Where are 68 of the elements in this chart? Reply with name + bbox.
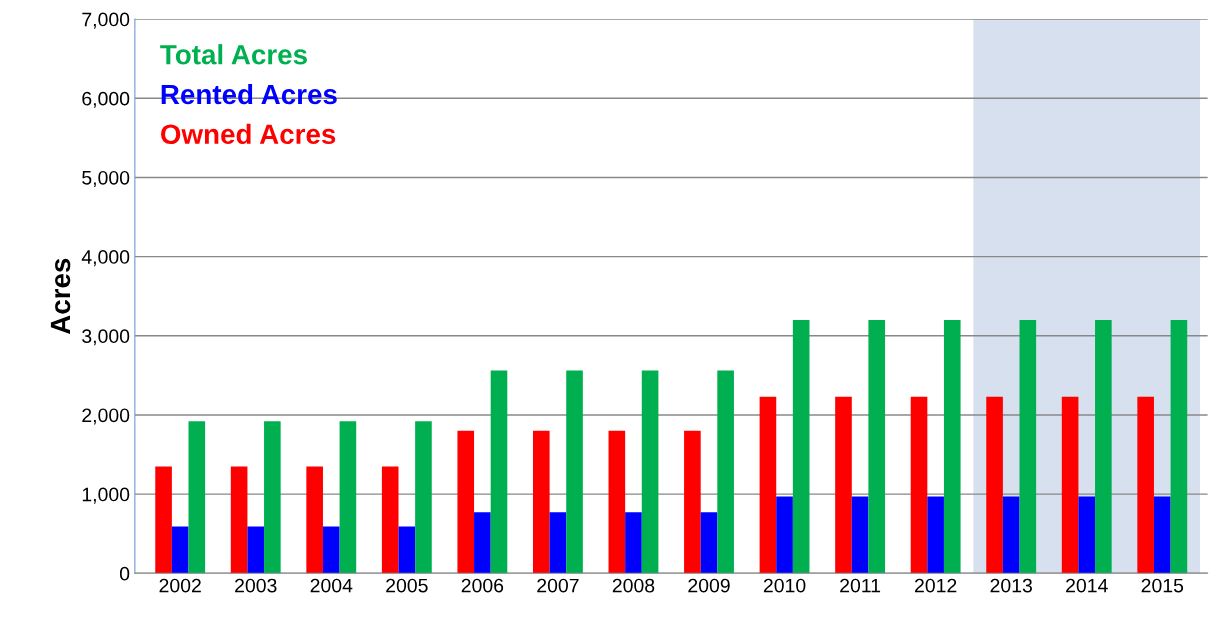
bar — [1002, 496, 1020, 574]
y-tick-label: 0 — [119, 566, 130, 581]
x-tick-label: 2003 — [235, 578, 277, 593]
x-tick-label: 2007 — [537, 578, 579, 593]
bar — [1170, 319, 1188, 574]
bar — [264, 421, 281, 574]
bar — [700, 512, 718, 574]
bar — [306, 466, 323, 574]
bar — [247, 526, 265, 574]
bar — [641, 370, 659, 574]
bar — [1019, 319, 1037, 574]
x-tick-label: 2009 — [688, 578, 730, 593]
bar — [684, 430, 701, 574]
y-tick-label: 5,000 — [82, 170, 130, 187]
bar — [910, 396, 928, 574]
bar — [986, 396, 1003, 574]
bar — [1095, 319, 1112, 574]
y-tick-label: 7,000 — [82, 12, 130, 29]
bar — [549, 512, 567, 574]
x-tick-label: 2012 — [915, 578, 957, 593]
bar — [415, 421, 432, 574]
y-tick-label: 1,000 — [82, 487, 130, 504]
bar — [381, 466, 399, 574]
y-tick-label: 2,000 — [82, 408, 130, 425]
bar — [608, 430, 626, 574]
text: Owned Acres — [161, 123, 336, 145]
text: Rented Acres — [161, 83, 337, 105]
x-tick-label: 2013 — [990, 578, 1032, 593]
bar — [1061, 396, 1079, 574]
bar — [776, 496, 793, 574]
bar — [717, 370, 734, 574]
bar — [398, 526, 416, 574]
bar — [474, 512, 491, 574]
x-tick-label: 2005 — [386, 578, 428, 593]
text: Total Acres — [160, 44, 307, 65]
x-tick-label: 2004 — [310, 578, 353, 593]
bar — [322, 526, 340, 574]
y-tick-label: 6,000 — [82, 91, 130, 108]
bar — [457, 430, 475, 574]
bar — [759, 396, 777, 574]
bar — [171, 526, 189, 574]
bar — [230, 466, 248, 574]
x-tick-label: 2011 — [840, 578, 881, 593]
bar — [851, 496, 869, 574]
bar — [188, 421, 206, 574]
x-tick-label: 2015 — [1141, 578, 1184, 593]
x-tick-label: 2006 — [461, 578, 504, 593]
bar — [792, 319, 810, 574]
bar — [532, 430, 550, 574]
y-tick-label: 4,000 — [81, 250, 130, 267]
y-tick-label: 3,000 — [82, 329, 130, 346]
bar — [1078, 496, 1096, 574]
bar — [927, 496, 944, 574]
bar — [835, 396, 852, 574]
bar — [490, 370, 508, 574]
bar — [1153, 496, 1171, 574]
bar — [625, 512, 642, 574]
x-tick-label: 2014 — [1066, 578, 1108, 593]
x-tick-label: 2008 — [612, 578, 655, 593]
bar — [339, 421, 357, 574]
x-tick-label: 2002 — [159, 578, 201, 593]
bar — [566, 370, 583, 574]
bar — [943, 319, 961, 574]
x-tick-label: 2010 — [763, 578, 806, 593]
bar — [868, 319, 886, 574]
bar — [155, 466, 172, 574]
bar — [1137, 396, 1154, 574]
y-axis-title: Acres — [50, 258, 71, 335]
